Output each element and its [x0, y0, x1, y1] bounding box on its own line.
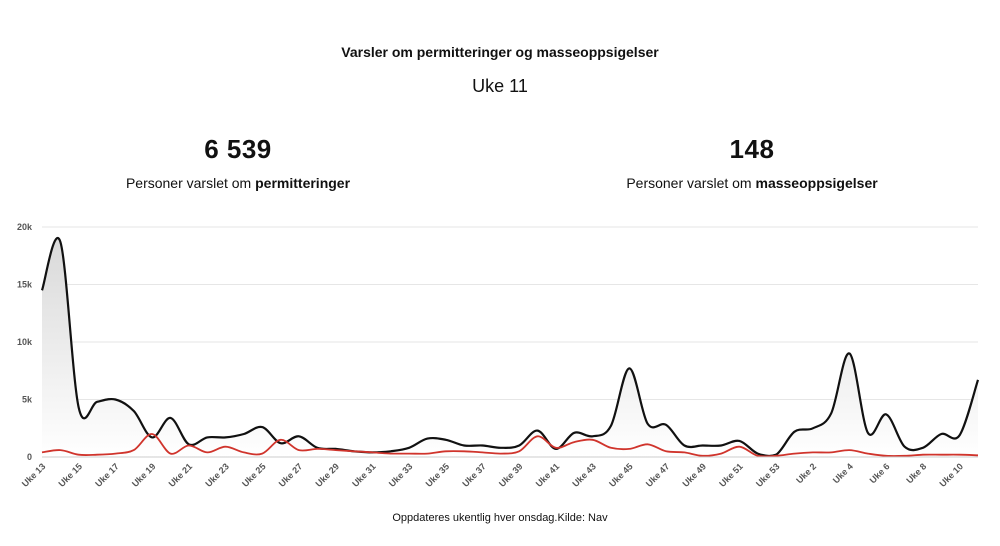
kpi-permitteringer: 6 539 Personer varslet om permitteringer	[28, 134, 448, 191]
x-tick-label: Uke 47	[644, 461, 672, 489]
x-tick-label: Uke 8	[904, 461, 928, 485]
x-tick-label: Uke 4	[831, 461, 855, 485]
x-tick-label: Uke 19	[130, 461, 158, 489]
source-note: Oppdateres ukentlig hver onsdag.Kilde: N…	[392, 512, 608, 524]
x-tick-label: Uke 39	[497, 461, 525, 489]
x-tick-label: Uke 35	[424, 461, 452, 489]
series-area-permitteringer	[42, 238, 978, 457]
y-tick-label: 15k	[17, 280, 33, 290]
kpi-masseoppsigelser-label-prefix: Personer varslet om	[626, 175, 756, 191]
x-tick-label: Uke 2	[794, 461, 818, 485]
y-tick-label: 10k	[17, 337, 33, 347]
chart-title: Varsler om permitteringer og masseoppsig…	[341, 44, 659, 60]
kpi-permitteringer-value: 6 539	[204, 134, 272, 164]
line-chart: 0 5k 10k 15k 20k Uke 13 Uke 15 Uke 17 Uke 19 Uke …	[17, 222, 980, 489]
x-tick-label: Uke 6	[868, 461, 892, 485]
kpi-masseoppsigelser-label: Personer varslet om masseoppsigelser	[542, 175, 962, 191]
x-tick-label: Uke 33	[387, 461, 415, 489]
series-line-masseoppsigelser	[41, 433, 979, 458]
x-tick-label: Uke 49	[681, 461, 709, 489]
x-tick-label: Uke 23	[203, 461, 231, 489]
x-tick-label: Uke 37	[460, 461, 488, 489]
x-tick-label: Uke 41	[534, 461, 562, 489]
x-tick-label: Uke 27	[277, 461, 305, 489]
kpi-masseoppsigelser-value: 148	[729, 134, 775, 164]
y-tick-label: 0	[27, 452, 32, 462]
x-tick-label: Uke 31	[350, 461, 378, 489]
x-tick-label: Uke 13	[20, 461, 48, 489]
y-tick-label: 5k	[22, 395, 33, 405]
x-tick-label: Uke 29	[313, 461, 341, 489]
series-line-permitteringer	[40, 237, 980, 458]
kpi-permitteringer-label: Personer varslet om permitteringer	[28, 175, 448, 191]
x-tick-label: Uke 51	[717, 461, 745, 489]
x-tick-label: Uke 15	[57, 461, 85, 489]
kpi-masseoppsigelser: 148 Personer varslet om masseoppsigelser	[542, 134, 962, 191]
kpi-permitteringer-label-prefix: Personer varslet om	[125, 175, 256, 191]
x-tick-label: Uke 45	[607, 461, 635, 489]
x-tick-label: Uke 17	[93, 461, 121, 489]
x-tick-label: Uke 21	[167, 461, 195, 489]
kpi-masseoppsigelser-label-bold: masseoppsigelser	[755, 175, 878, 191]
x-tick-label: Uke 43	[570, 461, 598, 489]
kpi-permitteringer-label-bold: permitteringer	[255, 175, 351, 191]
week-selector-label: Uke 11	[472, 76, 528, 96]
y-tick-label: 20k	[17, 222, 33, 232]
x-tick-label: Uke 25	[240, 461, 268, 489]
x-tick-label: Uke 53	[754, 461, 782, 489]
x-tick-label: Uke 10	[937, 461, 965, 489]
